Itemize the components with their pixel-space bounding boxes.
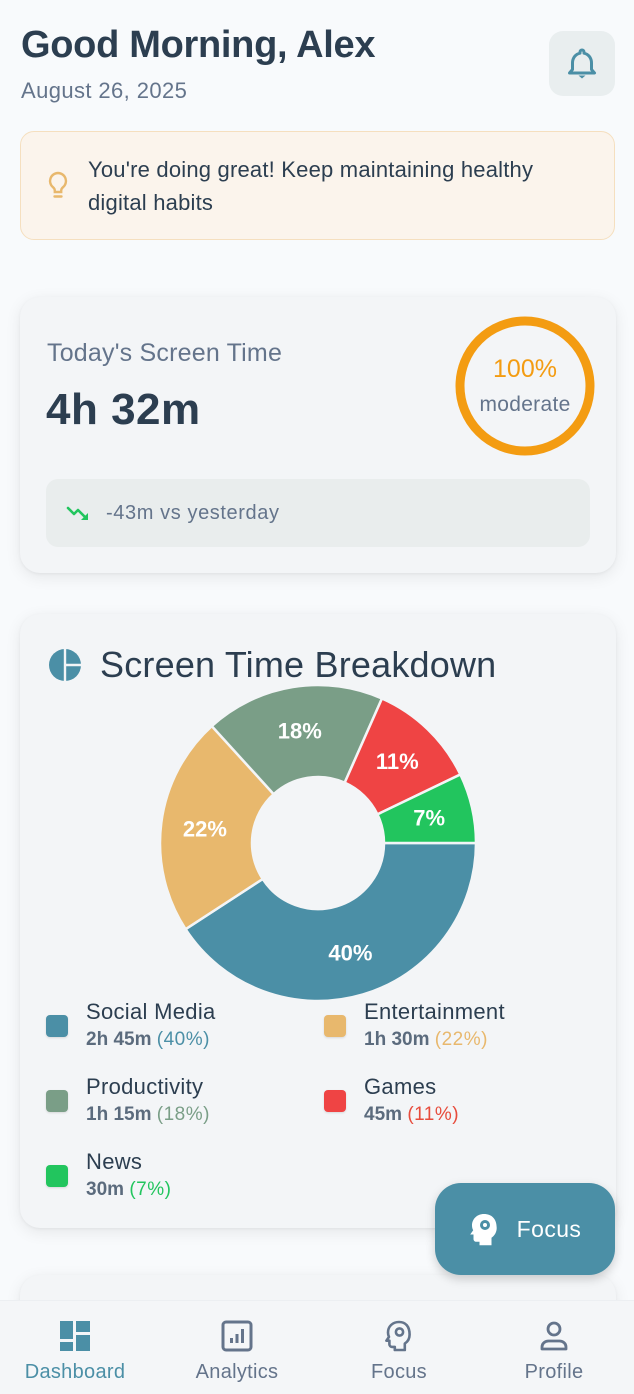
legend-swatch [46,1015,68,1037]
tip-text: You're doing great! Keep maintaining hea… [88,156,534,215]
legend-item-news: News 30m (7%) [46,1147,324,1205]
nav-item-profile[interactable]: Profile [474,1301,634,1394]
legend-time: 2h 45m [86,1029,152,1050]
dashboard-icon [60,1321,90,1351]
legend-name: News [86,1149,143,1174]
legend-item-productivity: Productivity 1h 15m (18%) [46,1072,324,1130]
focus-fab-button[interactable]: Focus [435,1183,615,1275]
nav-label: Dashboard [24,1361,126,1383]
legend-name: Entertainment [364,999,505,1024]
legend-time: 45m [364,1104,403,1125]
legend-percent: (7%) [129,1179,172,1200]
legend-percent: (22%) [434,1029,488,1050]
ring-status: moderate [479,393,571,416]
profile-icon [540,1321,568,1351]
usage-ring [455,316,595,456]
donut-slice-entertainment[interactable] [158,724,276,931]
legend-time: 1h 30m [364,1029,430,1050]
today-screen-time-card: Today's Screen Time 4h 32m 100% moderate… [20,297,616,573]
legend-name: Social Media [86,999,216,1024]
legend-item-games: Games 45m (11%) [324,1072,602,1130]
legend-item-social-media: Social Media 2h 45m (40%) [46,997,324,1055]
trending-down-icon [66,506,88,520]
head-gear-icon [469,1214,497,1246]
donut-slice-news[interactable] [375,772,478,845]
breakdown-header: Screen Time Breakdown [48,644,496,686]
legend-time: 1h 15m [86,1104,152,1125]
legend-percent: (40%) [156,1029,210,1050]
legend-name: Games [364,1074,437,1099]
focus-fab-label: Focus [516,1215,582,1242]
greeting-title: Good Morning, Alex [21,24,376,66]
notifications-button[interactable] [549,31,615,96]
nav-label: Analytics [195,1361,279,1383]
legend-name: Productivity [86,1074,204,1099]
today-value: 4h 32m [46,385,201,434]
legend-percent: (11%) [407,1104,460,1125]
nav-label: Focus [371,1361,427,1383]
chart-legend: Social Media 2h 45m (40%) Entertainment … [46,997,606,1205]
analytics-icon [221,1320,253,1352]
breakdown-title: Screen Time Breakdown [100,644,497,685]
pie-chart-icon [49,648,82,682]
legend-time: 30m [86,1179,125,1200]
nav-item-focus[interactable]: Focus [324,1301,474,1394]
trend-text: -43m vs yesterday [106,501,280,524]
nav-item-analytics[interactable]: Analytics [150,1301,324,1394]
tip-banner: You're doing great! Keep maintaining hea… [20,131,615,240]
bell-icon [568,48,596,78]
legend-swatch [46,1165,68,1187]
ring-percent: 100% [493,355,557,383]
nav-item-dashboard[interactable]: Dashboard [0,1301,150,1394]
bottom-navigation: Dashboard Analytics Focus Profile [0,1300,634,1394]
trend-comparison: -43m vs yesterday [46,479,590,547]
legend-swatch [324,1015,346,1037]
nav-label: Profile [524,1361,584,1383]
legend-percent: (18%) [156,1104,210,1125]
header: Good Morning, Alex August 26, 2025 [21,22,614,104]
legend-swatch [324,1090,346,1112]
lightbulb-icon [48,171,68,198]
today-label: Today's Screen Time [47,339,283,367]
screen-time-breakdown-card: Screen Time Breakdown 40% 22% 18% 11% 7% Soc… [20,614,616,1228]
current-date: August 26, 2025 [21,78,188,103]
legend-item-entertainment: Entertainment 1h 30m (22%) [324,997,602,1055]
focus-head-icon [385,1320,411,1352]
legend-swatch [46,1090,68,1112]
donut-slice-productivity[interactable] [210,683,384,796]
